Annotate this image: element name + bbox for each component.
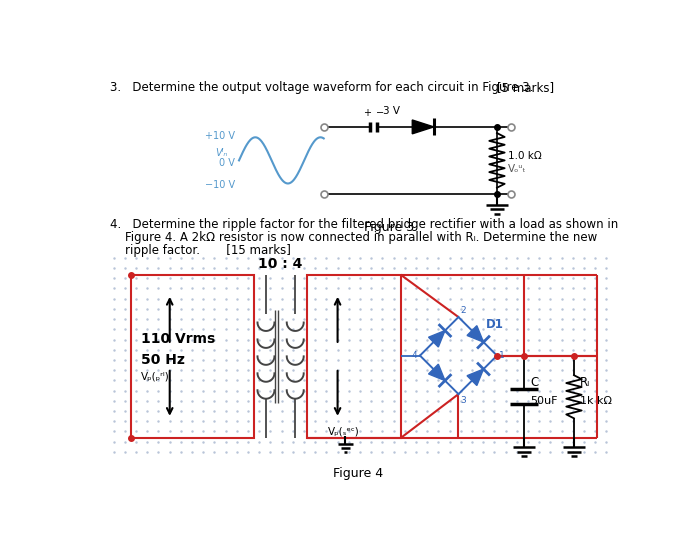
Polygon shape <box>429 330 445 347</box>
Text: Vₚ(ₛᵉᶜ): Vₚ(ₛᵉᶜ) <box>328 427 360 437</box>
Text: 4.   Determine the ripple factor for the filtered bridge rectifier with a load a: 4. Determine the ripple factor for the f… <box>110 218 619 231</box>
Text: Figure 4: Figure 4 <box>333 467 383 480</box>
Text: [5 marks]: [5 marks] <box>497 81 554 94</box>
Text: 1: 1 <box>499 351 505 360</box>
Text: 10 : 4: 10 : 4 <box>259 257 302 271</box>
Text: +10 V: +10 V <box>205 131 235 141</box>
Text: 3: 3 <box>461 397 466 405</box>
Text: 0 V: 0 V <box>220 158 235 168</box>
Text: −: − <box>376 109 384 119</box>
Text: −10 V: −10 V <box>205 180 235 190</box>
Polygon shape <box>467 369 484 385</box>
Text: Figure 3: Figure 3 <box>364 221 414 234</box>
Text: 4: 4 <box>412 351 418 360</box>
Text: C: C <box>530 377 538 389</box>
Polygon shape <box>412 120 434 134</box>
Text: Rₗ: Rₗ <box>580 377 590 389</box>
Bar <box>307 275 401 438</box>
Polygon shape <box>429 364 445 380</box>
Text: 50uF: 50uF <box>530 395 558 405</box>
Polygon shape <box>467 326 484 342</box>
Text: 2: 2 <box>461 306 466 315</box>
Text: Vₚ(ₚʳᴵ): Vₚ(ₚʳᴵ) <box>141 372 170 382</box>
Text: Vₒᵘₜ: Vₒᵘₜ <box>507 164 526 174</box>
Text: 3 V: 3 V <box>383 106 400 116</box>
Text: Figure 4. A 2kΩ resistor is now connected in parallel with Rₗ. Determine the new: Figure 4. A 2kΩ resistor is now connecte… <box>125 231 597 244</box>
Text: 1k kΩ: 1k kΩ <box>580 395 612 405</box>
Text: 1.0 kΩ: 1.0 kΩ <box>507 151 542 161</box>
Text: Vᴵₙ: Vᴵₙ <box>215 148 227 158</box>
Text: 50 Hz: 50 Hz <box>141 353 185 367</box>
Text: 110 Vrms: 110 Vrms <box>141 333 215 346</box>
Text: +: + <box>363 109 371 119</box>
Bar <box>131 275 254 438</box>
Text: ripple factor.       [15 marks]: ripple factor. [15 marks] <box>125 244 291 257</box>
Text: 3.   Determine the output voltage waveform for each circuit in Figure 3.: 3. Determine the output voltage waveform… <box>110 81 534 94</box>
Text: D1: D1 <box>485 318 503 331</box>
